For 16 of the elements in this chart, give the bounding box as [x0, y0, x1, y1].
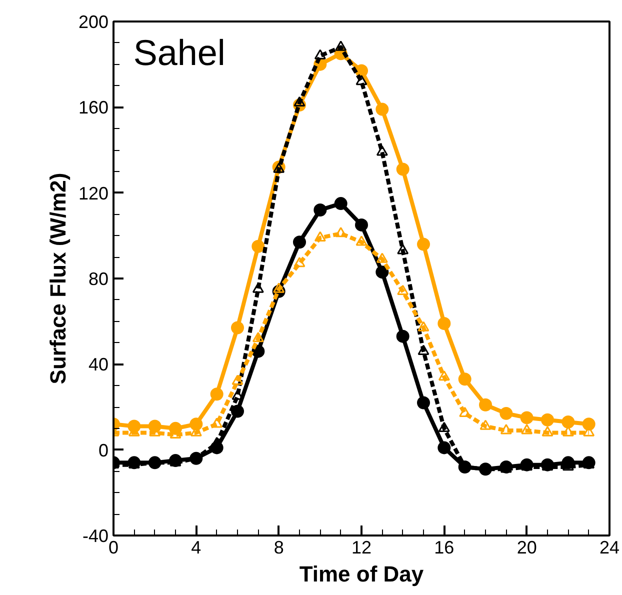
x-tick-label: 12 — [351, 538, 372, 558]
x-tick-label: 20 — [516, 538, 537, 558]
x-tick-label: 4 — [191, 538, 202, 558]
annotation: Sahel — [133, 32, 226, 73]
y-axis-title: Surface Flux (W/m2) — [45, 172, 70, 384]
x-tick-label: 8 — [274, 538, 284, 558]
y-tick-label: 160 — [78, 98, 109, 118]
y-tick-label: 0 — [98, 440, 109, 460]
y-tick-label: 200 — [78, 12, 109, 32]
y-tick-label: 120 — [78, 183, 109, 204]
y-tick-label: -40 — [82, 526, 108, 546]
x-tick-label: 16 — [434, 538, 454, 558]
y-tick-label: 40 — [88, 354, 109, 375]
x-tick-label: 24 — [599, 538, 620, 558]
x-axis-title: Time of Day — [299, 562, 424, 586]
y-tick-label: 80 — [88, 269, 109, 289]
